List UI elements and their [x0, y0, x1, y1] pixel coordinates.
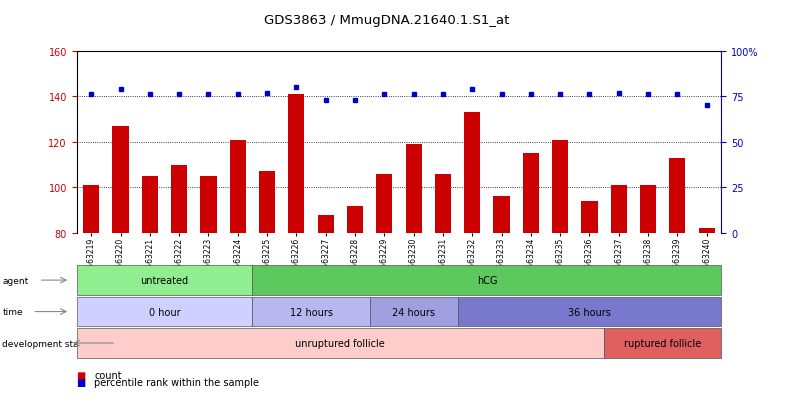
Text: ■: ■: [77, 370, 85, 380]
Bar: [376, 174, 393, 233]
Bar: [493, 197, 509, 233]
Bar: [611, 186, 627, 233]
Text: 36 hours: 36 hours: [568, 307, 611, 317]
Bar: [347, 206, 363, 233]
Bar: [669, 158, 685, 233]
Bar: [171, 165, 187, 233]
Text: ruptured follicle: ruptured follicle: [624, 338, 701, 348]
Bar: [435, 174, 451, 233]
Text: unruptured follicle: unruptured follicle: [296, 338, 385, 348]
Bar: [259, 172, 275, 233]
Bar: [83, 186, 99, 233]
Bar: [405, 145, 422, 233]
Bar: [523, 154, 539, 233]
Text: time: time: [2, 307, 23, 316]
Bar: [464, 113, 480, 233]
Text: agent: agent: [2, 276, 29, 285]
Bar: [289, 95, 305, 233]
Bar: [142, 177, 158, 233]
Text: 12 hours: 12 hours: [289, 307, 333, 317]
Bar: [113, 126, 129, 233]
Text: 0 hour: 0 hour: [148, 307, 181, 317]
Text: development stage: development stage: [2, 339, 90, 348]
Bar: [640, 186, 656, 233]
Bar: [699, 229, 715, 233]
Bar: [581, 202, 597, 233]
Text: 24 hours: 24 hours: [393, 307, 435, 317]
Text: GDS3863 / MmugDNA.21640.1.S1_at: GDS3863 / MmugDNA.21640.1.S1_at: [264, 14, 509, 27]
Text: ■: ■: [77, 377, 85, 387]
Text: hCG: hCG: [476, 275, 497, 285]
Bar: [318, 215, 334, 233]
Bar: [201, 177, 217, 233]
Text: percentile rank within the sample: percentile rank within the sample: [94, 377, 260, 387]
Text: count: count: [94, 370, 122, 380]
Bar: [230, 140, 246, 233]
Bar: [552, 140, 568, 233]
Text: untreated: untreated: [140, 275, 189, 285]
